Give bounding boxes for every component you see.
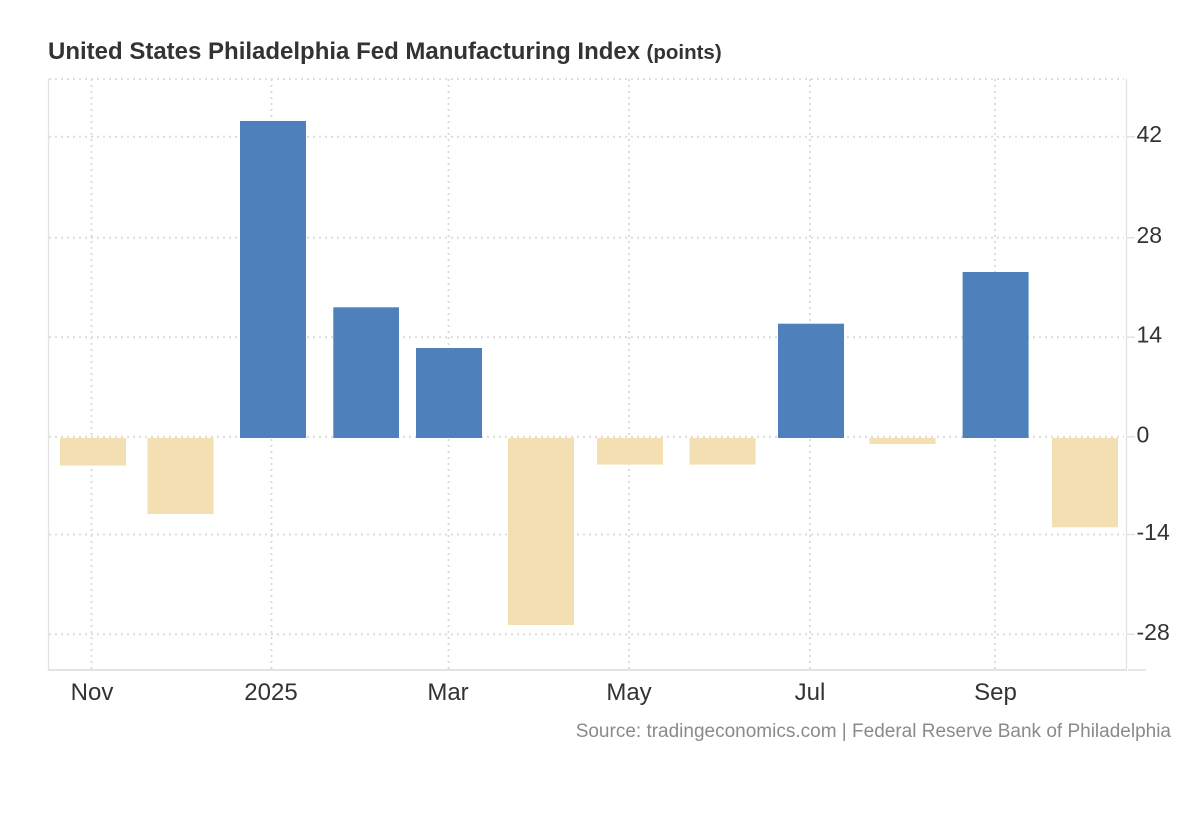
svg-text:Source: tradingeconomics.com |: Source: tradingeconomics.com | Federal R… (576, 721, 1172, 742)
svg-text:Sep: Sep (974, 679, 1017, 706)
svg-text:14: 14 (1137, 322, 1163, 348)
svg-text:-28: -28 (1137, 619, 1170, 645)
svg-text:Mar: Mar (427, 679, 468, 706)
svg-text:42: 42 (1137, 121, 1163, 147)
svg-text:United States Philadelphia Fed: United States Philadelphia Fed Manufactu… (48, 38, 641, 65)
svg-text:0: 0 (1137, 421, 1150, 447)
svg-text:Jul: Jul (795, 679, 826, 706)
svg-text:28: 28 (1137, 222, 1163, 248)
svg-text:(points): (points) (647, 41, 722, 64)
svg-text:Nov: Nov (71, 679, 114, 706)
svg-text:2025: 2025 (244, 679, 297, 706)
svg-text:-14: -14 (1137, 519, 1170, 545)
svg-text:May: May (606, 679, 651, 706)
